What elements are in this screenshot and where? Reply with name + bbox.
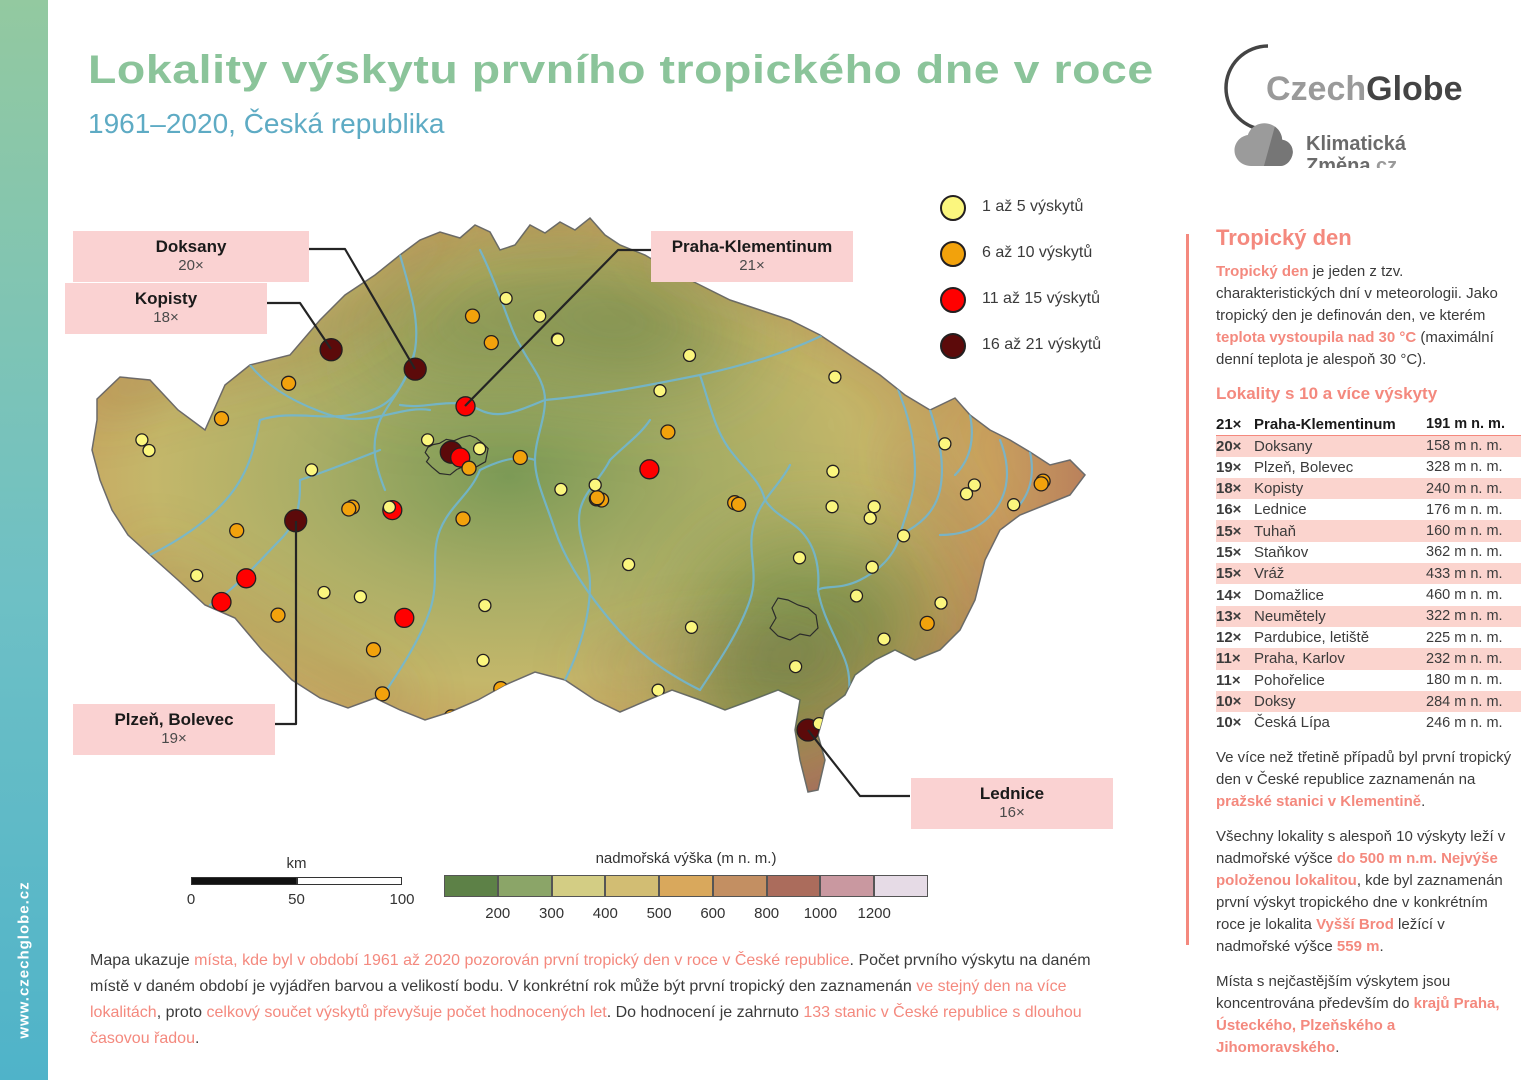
svg-text:Změna.cz: Změna.cz xyxy=(1306,155,1397,168)
svg-text:Klimatická: Klimatická xyxy=(1306,133,1407,155)
